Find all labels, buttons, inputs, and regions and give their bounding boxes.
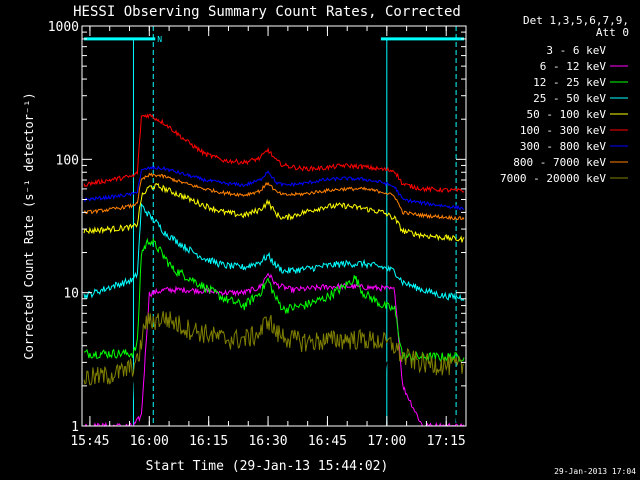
x-tick-label: 16:45	[308, 434, 347, 449]
y-tick-label: 1000	[48, 20, 79, 35]
legend-label-4: 50 - 100 keV	[527, 108, 607, 121]
series-line-4	[83, 182, 465, 243]
series-line-5	[83, 113, 465, 194]
legend-label-1: 6 - 12 keV	[540, 60, 607, 73]
y-tick-label: 100	[56, 153, 79, 168]
series-line-7	[83, 172, 465, 221]
series-line-8	[83, 311, 465, 386]
legend-header-1: Att 0	[596, 26, 629, 39]
chart-title: HESSI Observing Summary Count Rates, Cor…	[73, 4, 461, 20]
attenuator-layer: N	[83, 26, 465, 426]
x-tick-label: 15:45	[70, 434, 109, 449]
x-tick-label: 16:15	[189, 434, 228, 449]
series-line-6	[83, 165, 465, 211]
x-axis: 15:45 16:00 16:15 16:30 16:45 17:00 17:15	[70, 26, 466, 449]
series-layer	[83, 113, 465, 428]
legend-label-6: 300 - 800 keV	[520, 140, 606, 153]
y-tick-label: 10	[63, 287, 79, 302]
legend-label-3: 25 - 50 keV	[533, 92, 606, 105]
y-tick-label: 1	[71, 420, 79, 435]
x-tick-label: 16:00	[130, 434, 169, 449]
legend-label-0: 3 - 6 keV	[546, 44, 606, 57]
y-axis-label: Corrected Count Rate (s⁻¹ detector⁻¹)	[22, 92, 36, 359]
legend-label-8: 7000 - 20000 keV	[500, 172, 606, 185]
series-line-2	[83, 237, 465, 363]
legend-label-7: 800 - 7000 keV	[513, 156, 606, 169]
series-line-3	[83, 203, 465, 301]
x-tick-label: 17:00	[367, 434, 406, 449]
legend: Det 1,3,5,6,7,9,Att 0 3 - 6 keV 6 - 12 keV…	[500, 14, 629, 185]
legend-header-0: Det 1,3,5,6,7,9,	[523, 14, 629, 27]
x-tick-label: 16:30	[248, 434, 287, 449]
y-axis: 1 10 100 1000	[48, 20, 466, 435]
plot-frame	[81, 25, 467, 427]
x-tick-label: 17:15	[427, 434, 466, 449]
x-axis-label: Start Time (29-Jan-13 15:44:02)	[146, 459, 389, 474]
series-line-0	[83, 313, 465, 427]
legend-label-2: 12 - 25 keV	[533, 76, 606, 89]
attenuator-state-label: N	[157, 35, 162, 44]
legend-label-5: 100 - 300 keV	[520, 124, 606, 137]
footer-date: 29-Jan-2013 17:04	[554, 467, 636, 476]
